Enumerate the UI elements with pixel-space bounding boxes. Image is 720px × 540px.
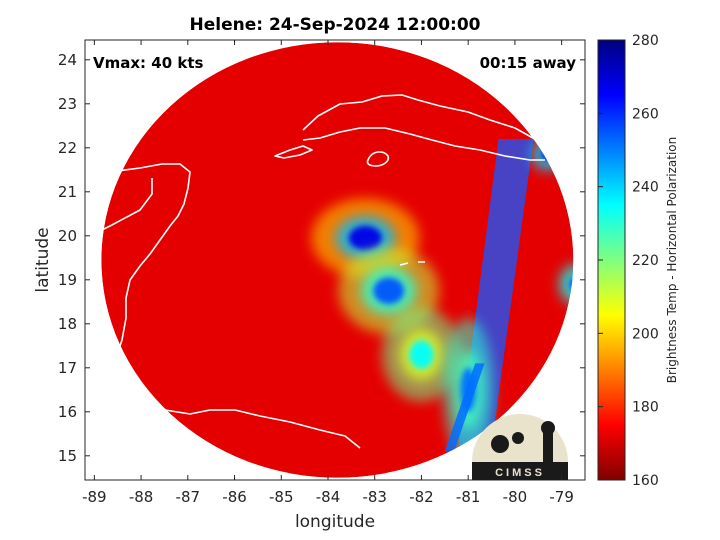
logo-tower	[543, 428, 553, 462]
colorbar-tick-label: 240	[632, 180, 659, 196]
feature-core	[409, 340, 434, 369]
y-tick-label: 23	[58, 95, 77, 113]
colorbar-tick-label: 180	[632, 400, 659, 416]
y-tick-label: 24	[58, 51, 77, 69]
cimss-logo: CIMSS	[472, 414, 568, 480]
x-axis-label: longitude	[295, 512, 375, 532]
feature-core	[373, 277, 405, 304]
feature-ring	[565, 272, 574, 297]
logo-dish	[491, 435, 509, 453]
x-tick-label: -83	[362, 488, 387, 506]
colorbar-tick-label: 160	[632, 473, 659, 489]
logo-tower-top	[541, 421, 555, 435]
logo-dish-2	[512, 432, 524, 444]
colorbar-tick-label: 200	[632, 326, 659, 342]
colorbar: 160 180 200 220 240 260 280 Brightness Temp - …	[597, 33, 679, 489]
logo-building	[472, 462, 568, 480]
y-tick-label: 19	[58, 271, 77, 289]
x-axis: -89 -88 -87 -86 -85 -84 -83 -82 -81 -80 -79	[82, 40, 574, 506]
x-tick-label: -86	[222, 488, 247, 506]
x-tick-label: -79	[549, 488, 574, 506]
y-tick-label: 15	[58, 447, 77, 465]
y-tick-label: 22	[58, 139, 77, 157]
rain-band	[444, 363, 485, 452]
swath	[101, 42, 574, 478]
plot-area	[85, 40, 585, 480]
y-axis: 15 16 17 18 19 20 21 22 23 24	[58, 51, 585, 465]
colorbar-tick-label: 280	[632, 33, 659, 49]
x-tick-label: -87	[176, 488, 201, 506]
colorbar-tick-label: 260	[632, 106, 659, 122]
coastline-cuba	[302, 94, 585, 169]
vmax-label: Vmax: 40 kts	[93, 54, 203, 72]
coastline-cuba-south	[302, 127, 545, 161]
x-tick-label: -85	[269, 488, 294, 506]
y-tick-label: 17	[58, 359, 77, 377]
x-tick-label: -81	[456, 488, 481, 506]
y-tick-label: 16	[58, 403, 77, 421]
plot-border	[84, 39, 586, 481]
colorbar-label: Brightness Temp - Horizontal Polarizatio…	[665, 137, 679, 384]
y-tick-label: 21	[58, 183, 77, 201]
time-offset-label: 00:15 away	[480, 54, 577, 72]
colorbar-ticks: 160 180 200 220 240 260 280	[598, 33, 659, 489]
x-tick-label: -88	[129, 488, 154, 506]
y-tick-label: 20	[58, 227, 77, 245]
feature-core	[348, 225, 382, 251]
coastline-caymans	[399, 261, 425, 266]
x-tick-label: -82	[409, 488, 434, 506]
coastline-western-cuba	[274, 145, 313, 159]
x-tick-label: -84	[316, 488, 341, 506]
y-axis-label: latitude	[33, 227, 53, 292]
feature-halo	[557, 262, 574, 306]
coastline-yucatan	[85, 163, 191, 411]
coastlines	[85, 94, 585, 449]
chart-title: Helene: 24-Sep-2024 12:00:00	[190, 15, 481, 35]
x-tick-label: -89	[82, 488, 107, 506]
y-tick-label: 18	[58, 315, 77, 333]
colorbar-tick-label: 220	[632, 253, 659, 269]
coastline-honduras	[85, 403, 361, 449]
x-tick-label: -80	[503, 488, 528, 506]
coastline-isla-juventud	[366, 151, 390, 167]
coastline-yucatan-inner	[85, 178, 153, 239]
logo-text: CIMSS	[495, 467, 545, 479]
